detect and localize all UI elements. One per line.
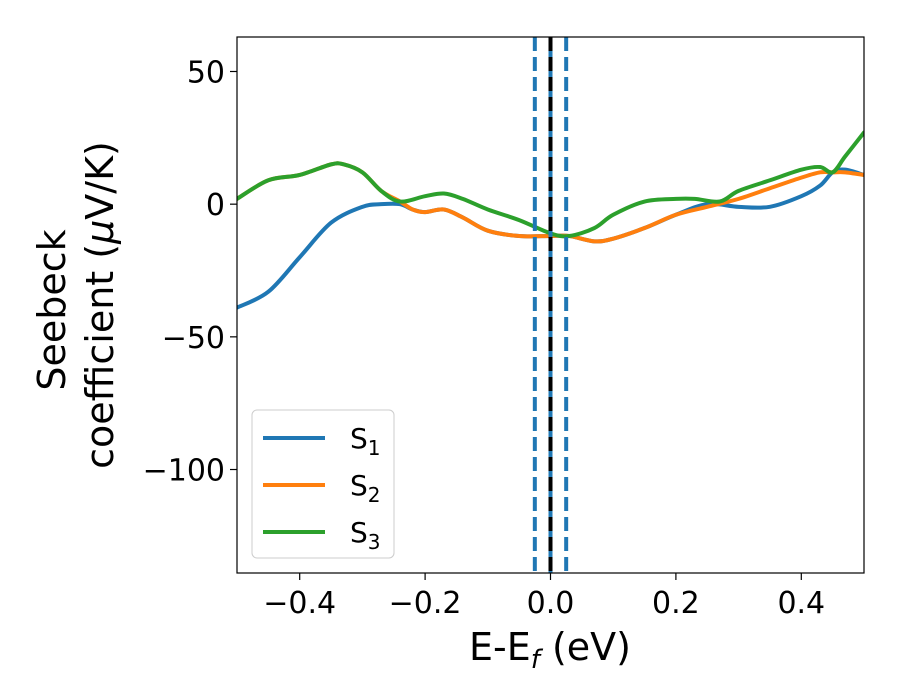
x-tick-label: −0.2: [389, 586, 462, 621]
legend-label-s3: S3: [350, 516, 381, 554]
y-axis-label-line2: coefficient (μV/K): [78, 141, 122, 469]
y-tick-label: 0: [206, 188, 225, 223]
x-axis-label: E-Ef (eV): [469, 625, 631, 675]
x-tick-label: 0.4: [777, 586, 825, 621]
y-axis-label-line1: Seebeck: [30, 229, 74, 390]
x-tick-label: −0.4: [263, 586, 336, 621]
legend-label-s2: S2: [350, 469, 381, 507]
y-tick-label: −50: [162, 321, 225, 356]
legend: S1 S2 S3: [251, 409, 395, 559]
x-tick-label: 0.0: [527, 586, 575, 621]
series-line-s3: [237, 130, 864, 239]
x-tick-label: 0.2: [652, 586, 700, 621]
y-tick-label: 50: [187, 55, 225, 90]
legend-label-s1: S1: [350, 422, 381, 460]
y-tick-label: −100: [143, 454, 225, 489]
